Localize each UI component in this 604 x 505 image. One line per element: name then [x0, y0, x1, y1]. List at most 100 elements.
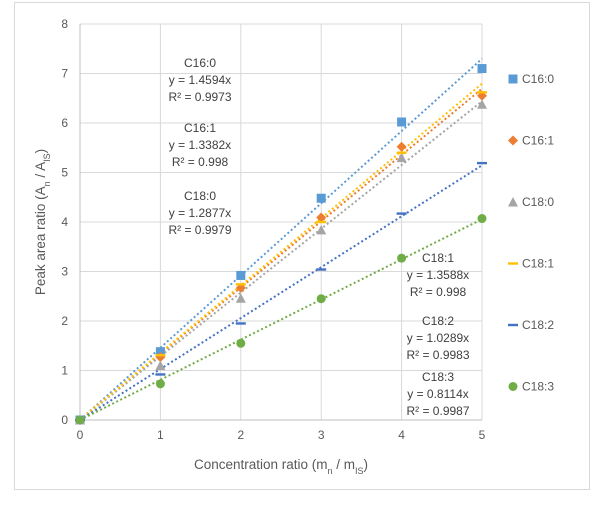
legend-marker	[508, 197, 518, 207]
x-tick-label: 4	[398, 428, 405, 442]
legend-item-c16-1: C16:1	[508, 134, 554, 148]
legend-marker	[508, 135, 518, 146]
legend-label: C16:1	[522, 134, 554, 148]
x-tick-label: 0	[77, 428, 84, 442]
point-c18-1	[316, 220, 327, 224]
point-c18-3	[75, 415, 85, 425]
point-c16-1	[396, 141, 407, 152]
x-tick-label: 5	[479, 428, 486, 442]
annotation-line: y = 1.2877x	[169, 206, 231, 220]
x-axis-title: Concentration ratio (mn / mIS)	[194, 457, 368, 476]
annotation-line: C18:2	[422, 314, 454, 328]
point-c16-1	[316, 212, 327, 223]
y-tick-label: 0	[61, 413, 68, 427]
annotation-c18-3: C18:3 y = 0.8114x R² = 0.9987	[406, 370, 469, 418]
annotation-line: R² = 0.9973	[168, 90, 231, 104]
point-c16-0	[236, 270, 246, 280]
point-c18-1	[155, 353, 166, 357]
annotation-c18-0: C18:0 y = 1.2877x R² = 0.9979	[168, 189, 231, 237]
point-c18-2	[235, 322, 246, 325]
point-c16-0	[397, 117, 407, 127]
y-tick-label: 6	[61, 116, 68, 130]
legend-marker	[508, 74, 518, 84]
annotation-line: R² = 0.9979	[168, 223, 231, 237]
annotation-line: y = 0.8114x	[407, 387, 469, 401]
legend-marker	[508, 262, 518, 265]
tick-labels: 0 1 2 3 4 5 6 7 8 0 1 2 3 4 5	[61, 17, 485, 442]
annotation-line: R² = 0.9987	[406, 404, 469, 418]
point-c18-3	[477, 214, 487, 224]
point-c18-1	[235, 283, 246, 286]
y-tick-label: 4	[61, 215, 68, 229]
annotation-c18-2: C18:2 y = 1.0289x R² = 0.9983	[406, 314, 469, 362]
annotation-line: y = 1.3588x	[407, 268, 469, 282]
legend-label: C16:0	[522, 72, 554, 86]
trendline-c16-0	[79, 58, 483, 421]
legend-label: C18:0	[522, 195, 554, 209]
x-tick-label: 2	[237, 428, 244, 442]
annotation-line: C16:1	[184, 121, 216, 135]
point-c18-2	[316, 268, 327, 271]
annotation-line: C18:0	[184, 189, 216, 203]
y-axis-title: Peak area ratio (An / AIS)	[33, 149, 52, 295]
point-c18-2	[477, 161, 487, 165]
annotation-line: y = 1.0289x	[407, 331, 469, 345]
legend-label: C18:1	[522, 257, 554, 271]
point-c18-3	[155, 379, 165, 389]
trendline-c18-2	[79, 164, 483, 421]
point-c16-0	[155, 347, 165, 357]
annotation-line: y = 1.3382x	[169, 138, 231, 152]
legend-item-c18-3: C18:3	[508, 380, 554, 394]
point-c18-3	[236, 338, 246, 348]
point-c18-2	[396, 212, 407, 215]
point-c18-1	[396, 151, 407, 154]
annotations: C16:0 y = 1.4594x R² = 0.9973 C16:1 y = 1.33…	[168, 56, 469, 418]
trendline-c18-0	[79, 100, 483, 421]
point-c18-0	[396, 152, 407, 163]
point-c18-3	[316, 294, 326, 304]
point-c18-0	[155, 360, 166, 371]
chart-frame	[14, 2, 590, 490]
legend-marker	[508, 323, 518, 327]
annotation-line: y = 1.4594x	[169, 73, 231, 87]
annotation-line: R² = 0.9983	[406, 348, 469, 362]
annotation-line: C18:3	[422, 370, 454, 384]
point-c16-0	[477, 64, 487, 74]
legend-item-c16-0: C16:0	[508, 72, 554, 86]
legend-label: C18:3	[522, 380, 554, 394]
data-points	[75, 64, 487, 425]
point-c18-0	[235, 293, 246, 303]
annotation-line: R² = 0.998	[172, 155, 229, 169]
point-c18-0	[316, 224, 327, 235]
legend: C16:0 C16:1 C18:0 C18:1 C18:2 C18:3	[508, 72, 554, 394]
annotation-line: C16:0	[184, 56, 216, 70]
axes	[79, 24, 482, 421]
annotation-c18-1: C18:1 y = 1.3588x R² = 0.998	[407, 251, 469, 299]
legend-item-c18-1: C18:1	[508, 257, 554, 271]
legend-item-c18-2: C18:2	[508, 318, 554, 332]
annotation-line: R² = 0.998	[410, 285, 467, 299]
trendline-c18-1	[79, 82, 483, 421]
x-tick-label: 1	[157, 428, 164, 442]
legend-label: C18:2	[522, 318, 554, 332]
y-tick-label: 7	[61, 67, 68, 81]
y-tick-label: 3	[61, 265, 68, 279]
y-tick-label: 8	[61, 17, 68, 31]
trendline-c18-3	[79, 218, 483, 421]
y-tick-label: 2	[61, 314, 68, 328]
annotation-c16-0: C16:0 y = 1.4594x R² = 0.9973	[168, 56, 231, 104]
x-tick-label: 3	[318, 428, 325, 442]
y-tick-label: 5	[61, 166, 68, 180]
trendlines	[79, 58, 483, 421]
point-c18-0	[477, 99, 487, 109]
annotation-c16-1: C16:1 y = 1.3382x R² = 0.998	[169, 121, 231, 169]
point-c16-0	[316, 193, 326, 203]
legend-marker	[508, 382, 518, 391]
point-c18-1	[477, 91, 487, 94]
annotation-line: C18:1	[422, 251, 454, 265]
point-c18-3	[397, 253, 407, 263]
legend-item-c18-0: C18:0	[508, 195, 554, 209]
point-c18-2	[155, 373, 166, 376]
y-tick-label: 1	[61, 364, 68, 378]
